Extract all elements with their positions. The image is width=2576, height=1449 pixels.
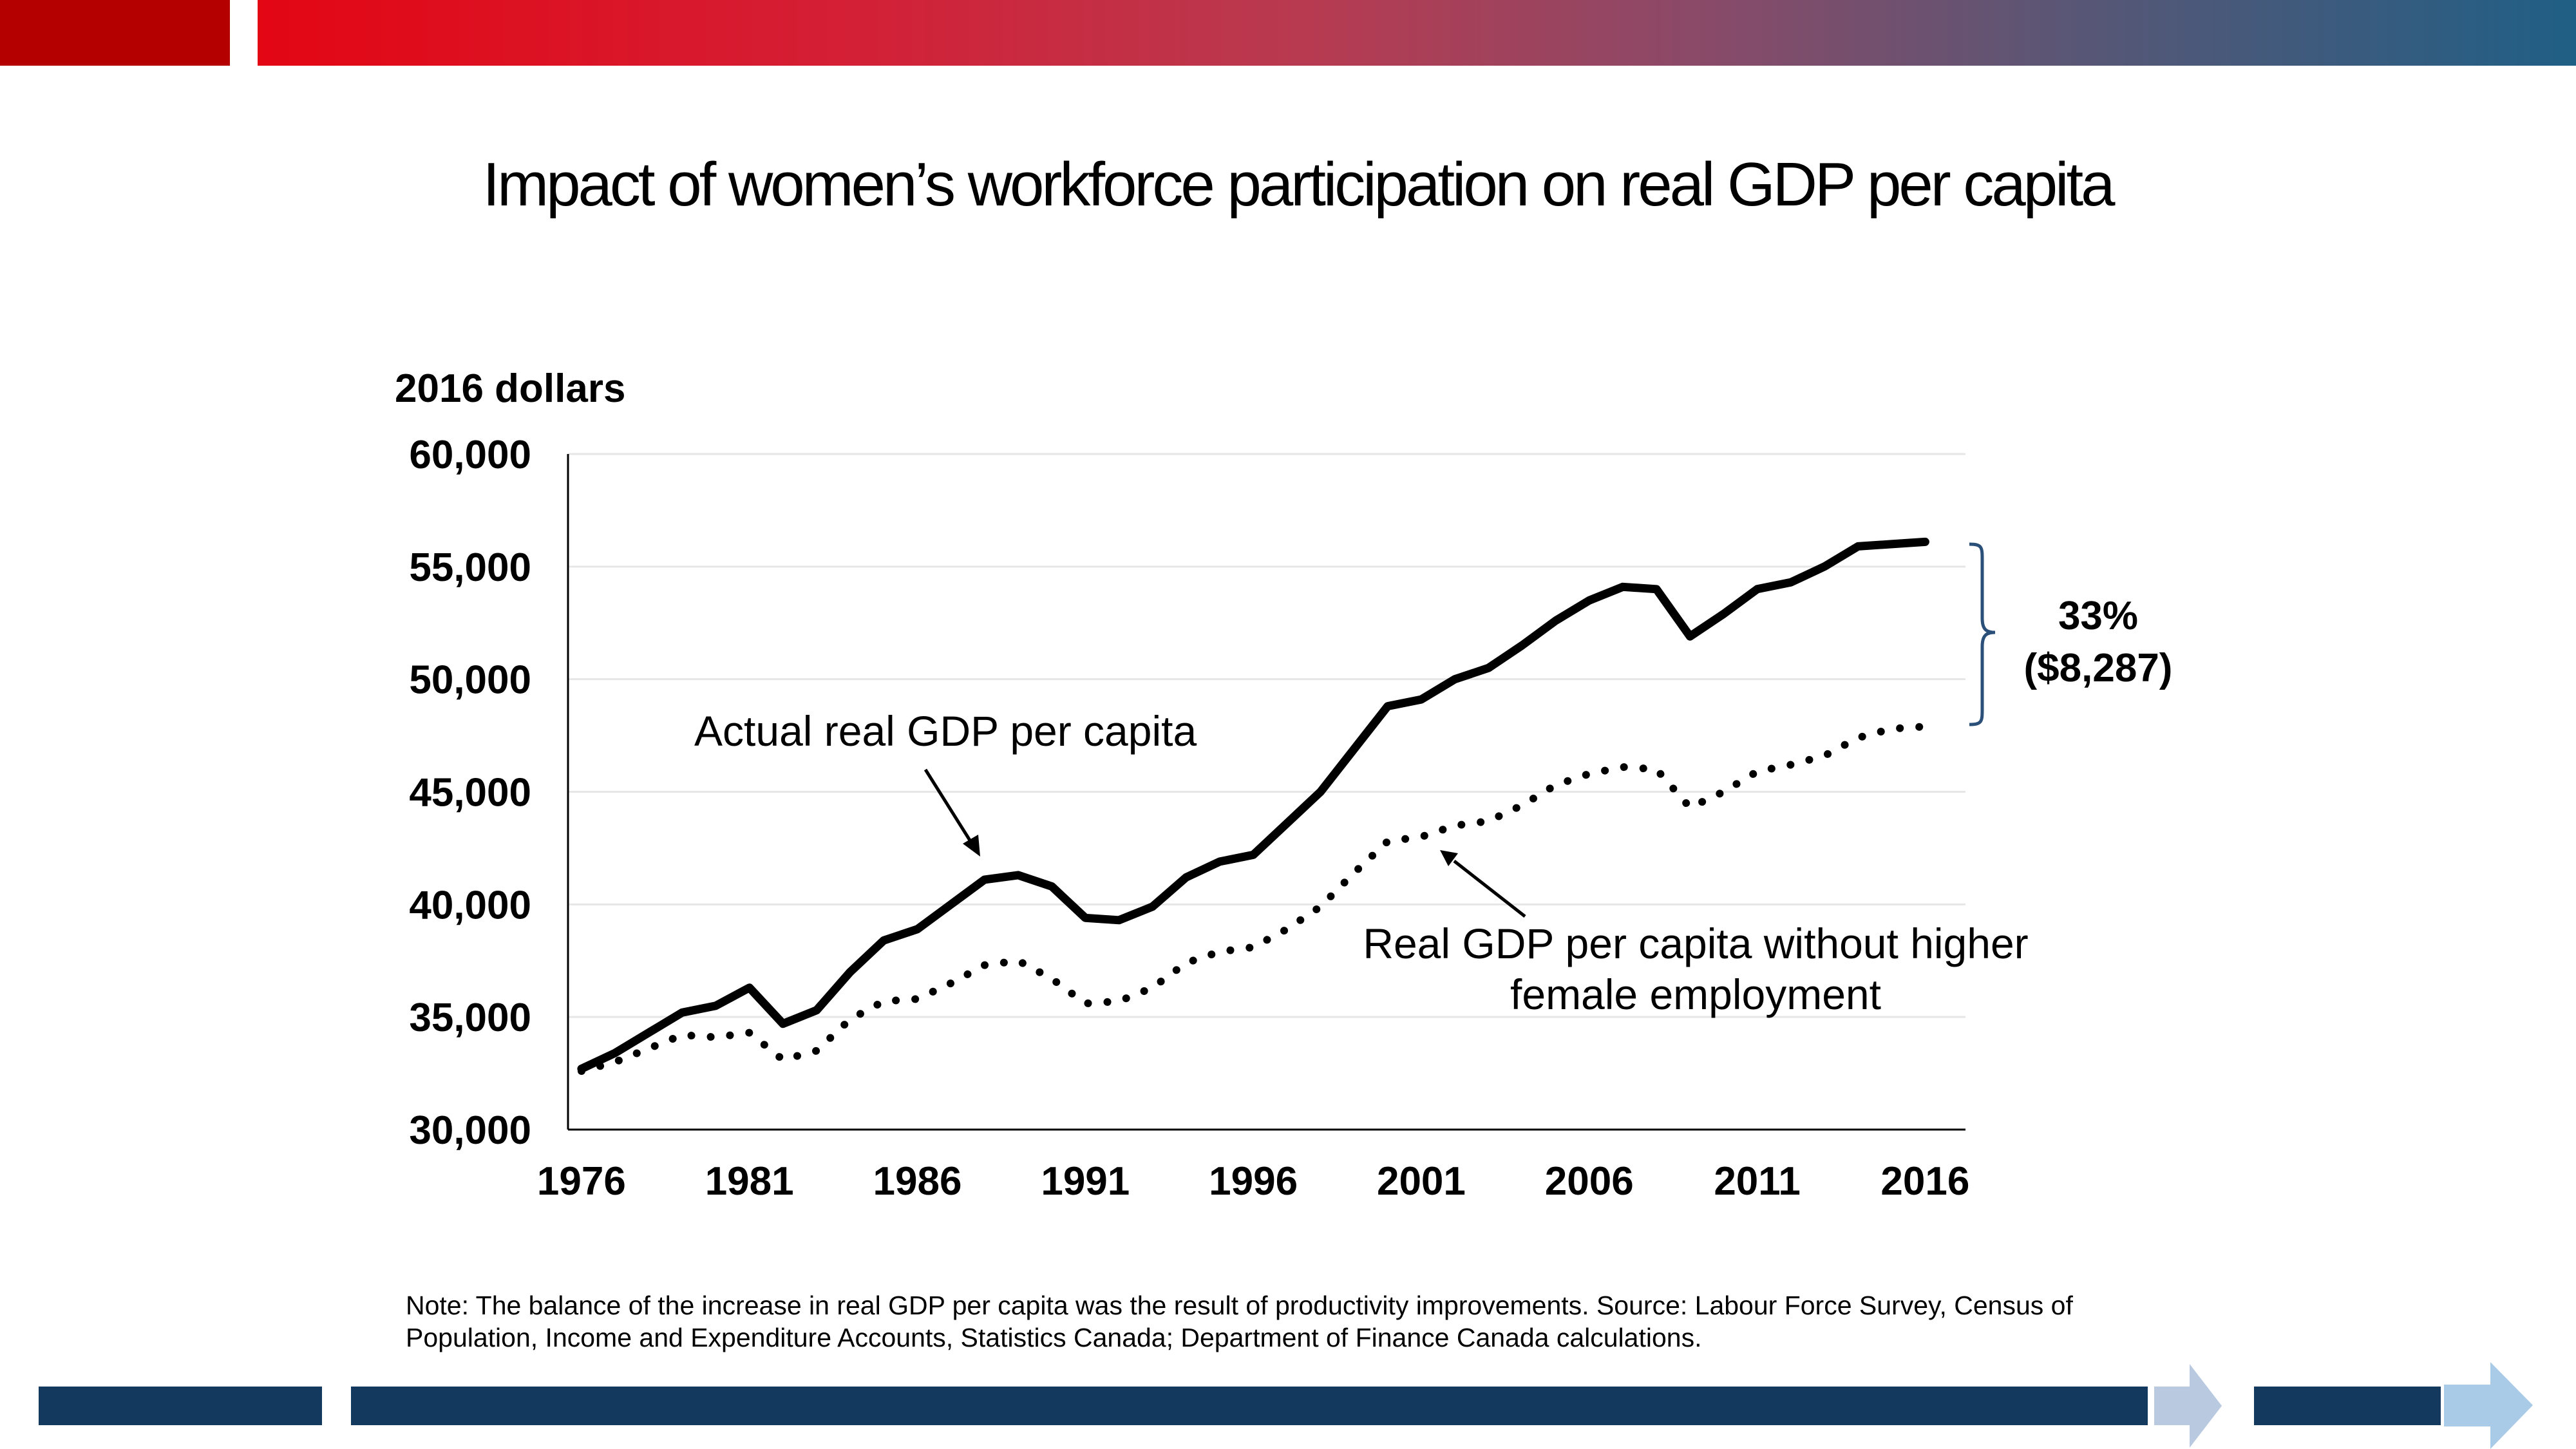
x-tick-label: 2016 xyxy=(1880,1159,1969,1204)
header-gradient-bar xyxy=(258,0,2576,66)
difference-brace xyxy=(1969,542,1996,726)
annotation-counterfactual-arrow-line xyxy=(1453,860,1526,918)
chart-axes xyxy=(567,454,1965,1131)
difference-dollar-label: ($8,287) xyxy=(2024,646,2173,690)
previous-slide-arrow-icon[interactable] xyxy=(2154,1364,2225,1448)
gdp-line-chart: 60,000 55,000 50,000 45,000 40,000 35,000 30,0… xyxy=(395,366,2173,1204)
chart-series xyxy=(577,537,1929,1075)
x-tick-label: 2006 xyxy=(1545,1159,1634,1204)
x-axis-tick-labels: 1976 1981 1986 1991 1996 2001 2006 2011 2016 xyxy=(537,1159,1969,1204)
y-tick-label: 45,000 xyxy=(409,771,531,815)
annotation-actual-arrow-line xyxy=(923,768,973,844)
footer-bar-right xyxy=(2254,1387,2441,1425)
series-line-without-female-employment xyxy=(577,723,1929,1075)
slide-title: Impact of women’s workforce participatio… xyxy=(482,150,2115,219)
x-tick-label: 1981 xyxy=(705,1159,794,1204)
annotation-counterfactual-label-line2: female employment xyxy=(1510,971,1881,1018)
y-tick-label: 35,000 xyxy=(409,996,531,1040)
footer-bar-middle xyxy=(351,1387,2148,1425)
annotation-counterfactual-arrow-head xyxy=(1440,850,1458,866)
annotation-actual-label: Actual real GDP per capita xyxy=(694,707,1197,755)
y-tick-label: 60,000 xyxy=(409,433,531,477)
footnote: Note: The balance of the increase in rea… xyxy=(406,1291,2073,1352)
annotation-counterfactual-label-line1: Real GDP per capita without higher xyxy=(1363,920,2028,967)
annotation-actual-arrow-head xyxy=(963,835,980,857)
series-line-actual-gdp xyxy=(577,537,1929,1074)
footer-bar-left xyxy=(39,1387,322,1425)
y-axis-tick-labels: 60,000 55,000 50,000 45,000 40,000 35,000 30,0… xyxy=(409,433,531,1153)
header-accent-block xyxy=(0,0,230,66)
x-tick-label: 2001 xyxy=(1377,1159,1466,1204)
chart-gridlines xyxy=(568,453,1965,1018)
x-tick-label: 1991 xyxy=(1041,1159,1130,1204)
y-tick-label: 55,000 xyxy=(409,545,531,590)
difference-percent-label: 33% xyxy=(2058,594,2138,638)
next-slide-arrow-icon[interactable] xyxy=(2444,1362,2534,1449)
x-tick-label: 2011 xyxy=(1714,1159,1801,1204)
x-tick-label: 1996 xyxy=(1209,1159,1298,1204)
y-tick-label: 30,000 xyxy=(409,1108,531,1153)
y-tick-label: 50,000 xyxy=(409,658,531,703)
y-axis-label: 2016 dollars xyxy=(395,366,625,411)
x-tick-label: 1976 xyxy=(537,1159,626,1204)
x-tick-label: 1986 xyxy=(873,1159,962,1204)
y-tick-label: 40,000 xyxy=(409,883,531,927)
